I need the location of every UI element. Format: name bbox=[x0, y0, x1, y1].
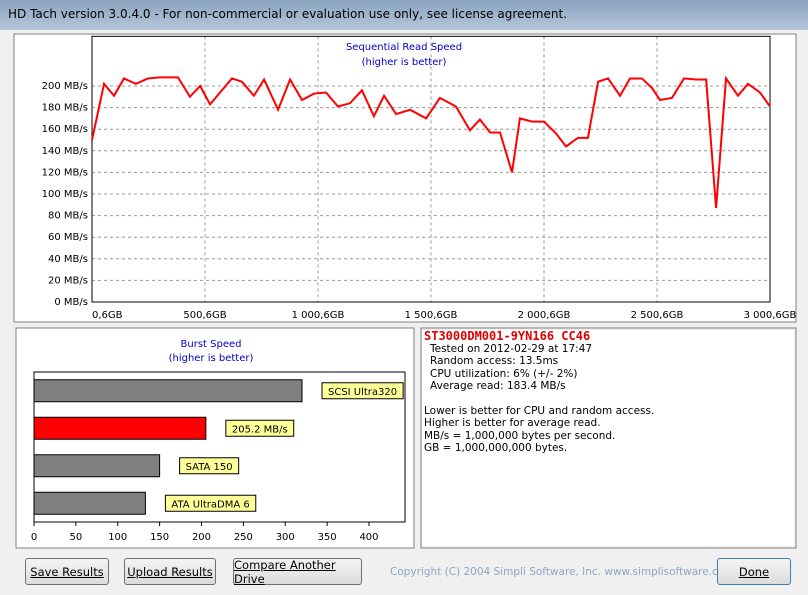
bar-label: SATA 150 bbox=[186, 462, 233, 473]
bar-label: 205.2 MB/s bbox=[232, 424, 288, 435]
x-tick-label: 250 bbox=[234, 532, 253, 543]
x-tick-label: 0 bbox=[31, 532, 37, 543]
info-line: Higher is better for average read. bbox=[424, 417, 601, 429]
label-box bbox=[179, 457, 240, 475]
y-tick-label: 140 MB/s bbox=[42, 146, 88, 157]
info-line: Tested on 2012-02-29 at 17:47 bbox=[430, 342, 593, 355]
y-tick-label: 0 MB/s bbox=[54, 297, 88, 308]
label-box bbox=[164, 494, 257, 512]
data-line bbox=[91, 75, 771, 209]
bar bbox=[33, 416, 207, 440]
y-tick-label: 120 MB/s bbox=[42, 167, 88, 178]
bar bbox=[33, 454, 161, 478]
y-tick-label: 80 MB/s bbox=[48, 211, 88, 222]
plot-frame bbox=[91, 35, 771, 303]
info-line: MB/s = 1,000,000 bytes per second. bbox=[424, 429, 616, 442]
x-tick-label: 100 bbox=[108, 532, 127, 543]
x-tick-label: 0,6GB bbox=[92, 310, 123, 321]
x-tick-label: 200 bbox=[192, 532, 211, 543]
window-title: HD Tach version 3.0.4.0 - For non-commer… bbox=[8, 7, 567, 21]
info-line: Random access: 13.5ms bbox=[430, 355, 559, 367]
info-line: Lower is better for CPU and random acces… bbox=[424, 404, 655, 417]
bar bbox=[33, 491, 146, 515]
chart-subtitle: (higher is better) bbox=[362, 57, 447, 68]
x-tick-label: 150 bbox=[150, 532, 169, 543]
y-tick-label: 20 MB/s bbox=[48, 275, 88, 286]
drive-name: ST3000DM001-9YN166 CC46 bbox=[424, 329, 591, 343]
y-tick-label: 180 MB/s bbox=[42, 103, 88, 114]
x-tick-label: 1 500,6GB bbox=[405, 310, 458, 321]
button[interactable]: Upload Results bbox=[124, 558, 216, 585]
info-line: GB = 1,000,000,000 bytes. bbox=[424, 442, 568, 454]
y-tick-label: 60 MB/s bbox=[48, 232, 88, 243]
x-tick-label: 500,6GB bbox=[183, 310, 226, 321]
x-tick-label: 3 000,6GB bbox=[744, 310, 797, 321]
x-tick-label: 350 bbox=[318, 532, 337, 543]
chart-title: Sequential Read Speed bbox=[346, 42, 462, 53]
panel bbox=[13, 33, 797, 323]
bar bbox=[33, 379, 303, 403]
info-line: CPU utilization: 6% (+/- 2%) bbox=[430, 367, 578, 380]
label-box bbox=[321, 382, 404, 400]
bar-label: SCSI Ultra320 bbox=[328, 387, 397, 398]
label-box bbox=[225, 419, 295, 437]
x-tick-label: 400 bbox=[359, 532, 378, 543]
title-bar: HD Tach version 3.0.4.0 - For non-commer… bbox=[0, 0, 808, 30]
y-tick-label: 160 MB/s bbox=[42, 124, 88, 135]
button[interactable]: Compare Another Drive bbox=[233, 558, 362, 586]
chart-title: Burst Speed bbox=[181, 339, 242, 350]
x-tick-label: 50 bbox=[70, 532, 83, 543]
y-tick-label: 200 MB/s bbox=[42, 81, 88, 92]
info-line: Average read: 183.4 MB/s bbox=[430, 380, 566, 392]
x-tick-label: 2 000,6GB bbox=[518, 310, 571, 321]
y-tick-label: 100 MB/s bbox=[42, 189, 88, 200]
chart-subtitle: (higher is better) bbox=[169, 353, 254, 364]
x-tick-label: 1 000,6GB bbox=[292, 310, 345, 321]
y-tick-label: 40 MB/s bbox=[48, 254, 88, 265]
copyright: Copyright (C) 2004 Simpli Software, Inc.… bbox=[390, 566, 735, 578]
button[interactable]: Save Results bbox=[25, 558, 109, 585]
bar-label: ATA UltraDMA 6 bbox=[171, 499, 249, 510]
info-panel: ST3000DM001-9YN166 CC46 Tested on 2012-0… bbox=[422, 330, 794, 546]
button[interactable]: Done bbox=[717, 558, 791, 585]
x-tick-label: 2 500,6GB bbox=[631, 310, 684, 321]
panel bbox=[420, 327, 797, 549]
x-tick-label: 300 bbox=[276, 532, 295, 543]
